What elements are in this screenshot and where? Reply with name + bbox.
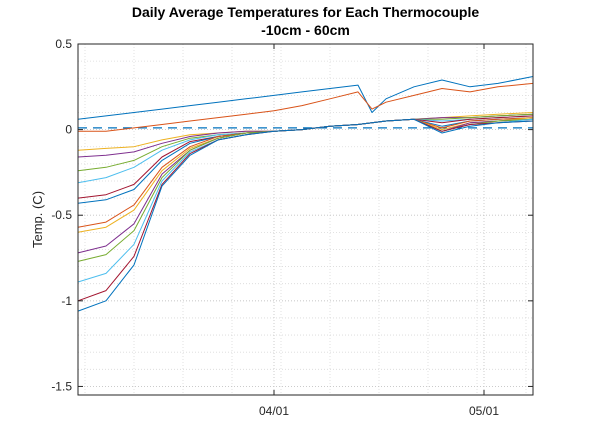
chart-subtitle: -10cm - 60cm bbox=[261, 22, 350, 38]
y-tick-label: 0 bbox=[65, 123, 72, 137]
series-line-2 bbox=[78, 82, 534, 132]
series-group bbox=[77, 76, 534, 312]
y-tick-label: -0.5 bbox=[51, 208, 72, 222]
axis-ticks bbox=[78, 43, 533, 395]
tick-labels: 0.5 0 -0.5 -1 -1.5 04/01 05/01 bbox=[51, 37, 499, 418]
y-tick-label: -1 bbox=[61, 294, 72, 308]
plot-box bbox=[77, 43, 534, 396]
series-line-1 bbox=[77, 76, 534, 120]
y-tick-label: -1.5 bbox=[51, 379, 72, 393]
x-tick-label: 05/01 bbox=[469, 404, 499, 418]
plot-area bbox=[78, 44, 533, 395]
x-tick-label: 04/01 bbox=[259, 404, 289, 418]
y-axis-label: Temp. (C) bbox=[30, 191, 45, 248]
chart-title: Daily Average Temperatures for Each Ther… bbox=[132, 4, 479, 20]
y-tick-label: 0.5 bbox=[55, 37, 72, 51]
series-line-15 bbox=[77, 118, 534, 312]
